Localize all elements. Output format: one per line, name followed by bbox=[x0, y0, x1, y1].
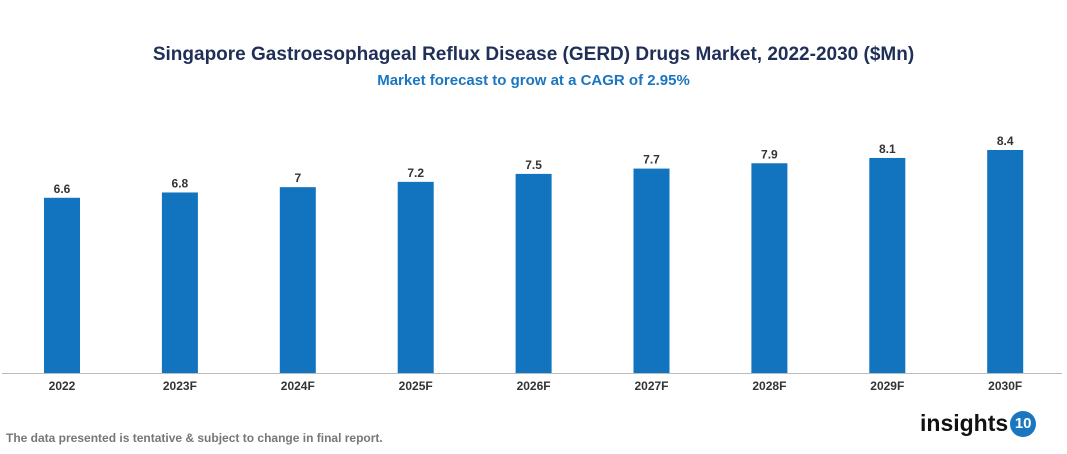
logo-text: insights bbox=[920, 410, 1009, 436]
data-label: 8.1 bbox=[879, 142, 896, 156]
data-label: 7.9 bbox=[761, 147, 778, 161]
insights10-logo: insights 10 bbox=[920, 410, 1037, 437]
data-label: 8.4 bbox=[997, 134, 1014, 148]
bar-2026F bbox=[515, 173, 552, 373]
x-tick-label: 2028F bbox=[752, 379, 786, 393]
data-label: 7.7 bbox=[643, 153, 660, 167]
chart-title: Singapore Gastroesophageal Reflux Diseas… bbox=[152, 44, 915, 65]
x-tick-label: 2024F bbox=[281, 379, 315, 393]
bar-2025F bbox=[397, 181, 434, 373]
bar-2028F bbox=[751, 163, 788, 373]
bar-2022 bbox=[44, 197, 80, 373]
data-label: 7 bbox=[294, 171, 301, 185]
bar-2024F bbox=[279, 187, 316, 373]
x-tick-label: 2030F bbox=[988, 379, 1022, 393]
data-label: 7.5 bbox=[525, 158, 542, 172]
data-label: 6.8 bbox=[172, 176, 189, 190]
bar-2023F bbox=[161, 192, 198, 373]
x-tick-label: 2026F bbox=[517, 379, 551, 393]
footer-note: The data presented is tentative & subjec… bbox=[6, 431, 383, 445]
x-tick-label: 2023F bbox=[163, 379, 197, 393]
data-label: 7.2 bbox=[407, 166, 424, 180]
logo-badge: 10 bbox=[1010, 410, 1037, 437]
x-tick-label: 2027F bbox=[634, 379, 668, 393]
bar-2029F bbox=[869, 157, 906, 373]
bar-2030F bbox=[987, 150, 1024, 373]
x-tick-label: 2029F bbox=[870, 379, 904, 393]
x-tick-label: 2025F bbox=[399, 379, 433, 393]
data-label: 6.6 bbox=[54, 182, 71, 196]
x-tick-label: 2022 bbox=[49, 379, 76, 393]
chart-subtitle: Market forecast to grow at a CAGR of 2.9… bbox=[377, 72, 690, 89]
bar-2027F bbox=[633, 168, 670, 373]
